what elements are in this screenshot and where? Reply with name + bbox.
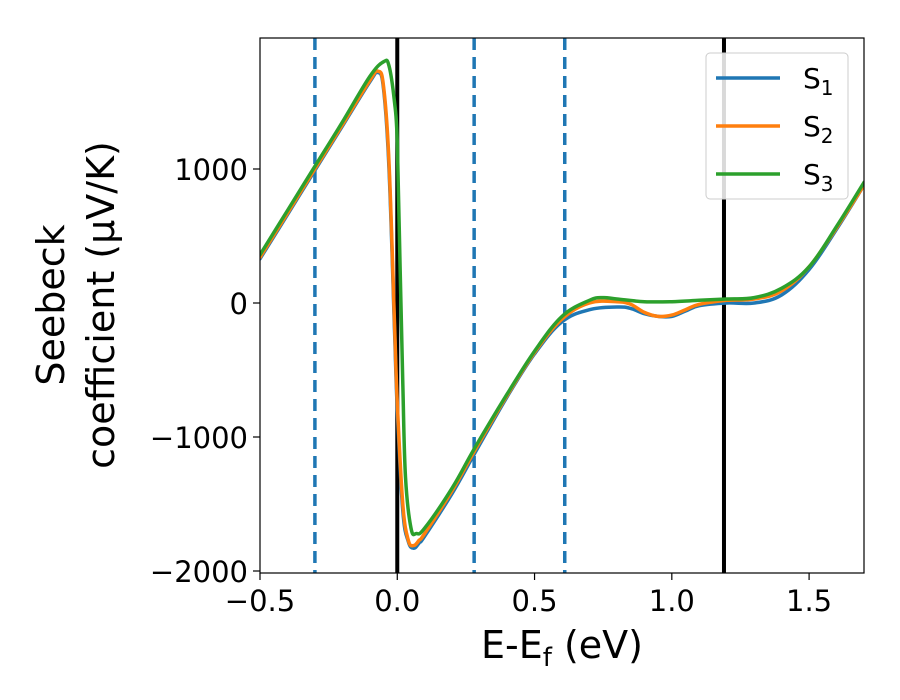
legend-label-subscript: 3 [821,172,834,196]
x-axis-title: E-Ef (eV) [481,623,643,673]
y-tick-label: 0 [230,287,248,321]
legend-label-3: S3 [803,158,834,196]
y-tick-label: −1000 [150,421,248,455]
x-axis: −0.5 0.0 0.5 1.0 1.5 [225,573,832,618]
y-axis-title-line1: Seebeck [29,224,73,385]
series-line-3 [260,58,864,537]
legend-label-subscript: 2 [821,124,834,148]
y-tick-label: 1000 [174,153,248,187]
x-tick-label: 1.5 [786,584,832,618]
x-tick-label: −0.5 [225,584,295,618]
y-tick-label: −2000 [150,555,248,589]
plot-frame [259,37,865,574]
legend-label-subscript: 1 [821,76,834,100]
x-axis-title-main: E-E [481,623,543,667]
legend-label-1: S1 [803,62,834,100]
x-tick-label: 1.0 [649,584,695,618]
x-axis-title-sub: f [543,643,553,673]
x-tick-label: 0.0 [374,584,420,618]
x-tick-label: 0.5 [511,584,557,618]
y-axis-title-line2: coefficient (μV/K) [79,141,123,469]
y-axis-title: Seebeck coefficient (μV/K) [29,141,123,469]
legend-label-base: S [803,158,821,191]
y-axis: −2000 −1000 0 1000 [150,153,260,589]
x-axis-title-unit: (eV) [552,623,643,667]
legend-label-2: S2 [803,110,834,148]
legend-label-base: S [803,62,821,95]
series-layer [260,58,864,550]
reference-lines [313,38,726,573]
legend-label-base: S [803,110,821,143]
